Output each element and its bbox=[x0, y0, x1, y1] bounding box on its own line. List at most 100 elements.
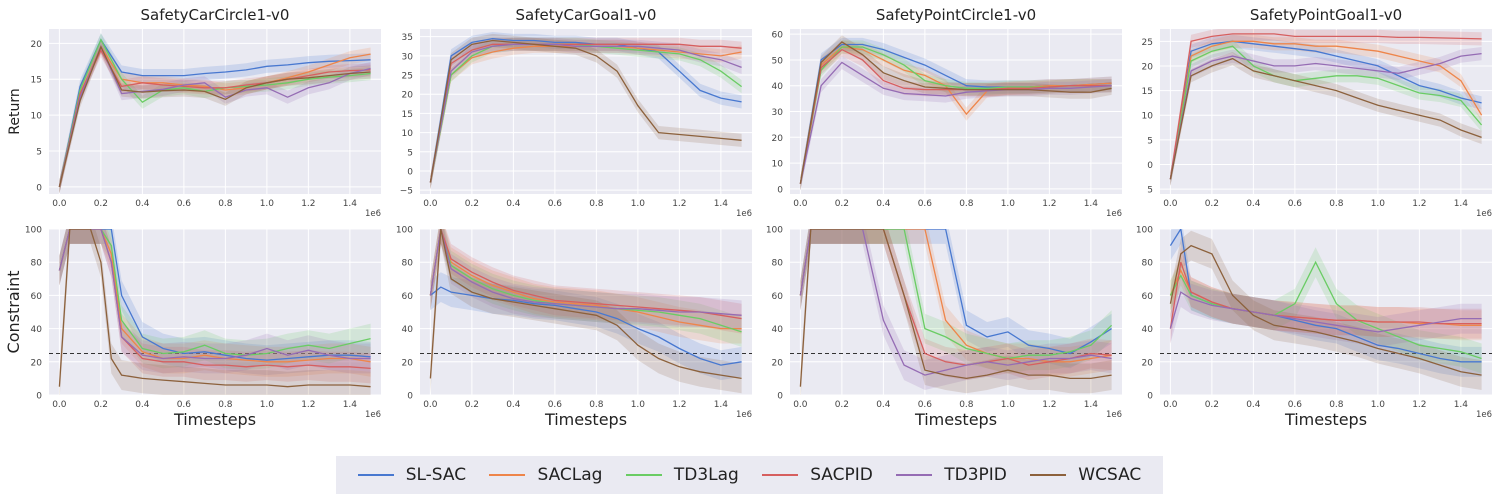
y-tick-label: 0 bbox=[407, 392, 413, 402]
x-tick-label: 0.0 bbox=[423, 400, 438, 410]
y-tick-label: 20 bbox=[772, 358, 784, 368]
y-tick-label: 20 bbox=[772, 134, 784, 144]
x-tick-label: 1.0 bbox=[260, 199, 275, 209]
panel-constraint-0: 0.0 0.2 0.4 0.6 0.8 1.0 1.2 1.4 0 20 40 60 80 100 1e6 C… bbox=[4, 226, 381, 429]
y-tick-label: 10 bbox=[772, 160, 784, 170]
x-tick-label: 1.4 bbox=[714, 400, 729, 410]
y-tick-label: 40 bbox=[772, 325, 784, 335]
legend-swatch-td3pid bbox=[896, 474, 933, 476]
y-tick-label: 15 bbox=[402, 110, 413, 120]
x-tick-label: 1.4 bbox=[714, 199, 729, 209]
y-tick-label: 100 bbox=[1136, 226, 1153, 236]
series-band-saclag bbox=[1170, 34, 1482, 186]
y-tick-label: 20 bbox=[31, 358, 43, 368]
y-tick-label: 20 bbox=[31, 40, 43, 50]
y-tick-label: 25 bbox=[1142, 38, 1153, 48]
series-line-saclag bbox=[429, 229, 742, 330]
x-tick-label: 1.2 bbox=[1042, 400, 1056, 410]
y-tick-label: 0 bbox=[407, 167, 413, 177]
x-tick-label: 0.0 bbox=[1163, 199, 1178, 209]
x-tick-label: 1.2 bbox=[672, 199, 686, 209]
y-tick-label: 0 bbox=[36, 183, 42, 193]
y-tick-label: 40 bbox=[1142, 325, 1154, 335]
series-band-td3pid bbox=[430, 37, 742, 190]
series-band-td3lag bbox=[59, 229, 371, 371]
series-band-td3lag bbox=[1170, 39, 1482, 186]
x-tick-label: 1.4 bbox=[343, 199, 358, 209]
y-tick-label: 60 bbox=[1142, 292, 1154, 302]
series-band-sacpid bbox=[430, 37, 742, 190]
x-tick-label: 0.2 bbox=[835, 400, 849, 410]
series-band-sacpid bbox=[800, 43, 1112, 191]
series-band-sacpid bbox=[1170, 29, 1482, 186]
x-tick-label: 0.8 bbox=[959, 400, 974, 410]
plot-background bbox=[1160, 29, 1492, 194]
series-band-saclag bbox=[1170, 255, 1482, 341]
y-tick-label: 30 bbox=[402, 52, 414, 62]
y-tick-label: 5 bbox=[1147, 136, 1153, 146]
x-tick-label: 0.6 bbox=[177, 199, 192, 209]
series-band-sl-sac bbox=[59, 33, 371, 194]
x-tick-label: 1.0 bbox=[631, 199, 646, 209]
x-tick-label: 0.2 bbox=[1205, 199, 1219, 209]
series-line-td3pid bbox=[799, 61, 1112, 184]
x-tick-label: 0.0 bbox=[52, 400, 67, 410]
legend-item-td3lag: TD3Lag bbox=[625, 465, 739, 485]
panel-constraint-2: 0.0 0.2 0.4 0.6 0.8 1.0 1.2 1.4 0 20 40 60 80 100 1e6 T… bbox=[766, 226, 1122, 429]
y-tick-label: 0 bbox=[1147, 161, 1153, 171]
y-tick-label: 80 bbox=[31, 259, 43, 269]
series-band-sacpid bbox=[800, 229, 1112, 381]
x-tick-label: 0.4 bbox=[506, 199, 521, 209]
series-band-sl-sac bbox=[59, 229, 371, 376]
x-tick-label: 0.6 bbox=[177, 400, 192, 410]
legend-label-td3pid: TD3PID bbox=[944, 465, 1007, 485]
series-line-sl-sac bbox=[429, 37, 742, 183]
x-tick-label: 0.4 bbox=[135, 400, 150, 410]
series-line-td3pid bbox=[429, 229, 742, 316]
y-tick-label: 5 bbox=[36, 147, 42, 157]
series-band-sacpid bbox=[1170, 247, 1482, 344]
y-axis-label: Constraint bbox=[4, 271, 23, 354]
series-line-sl-sac bbox=[58, 38, 371, 187]
x-tick-label: 0.4 bbox=[135, 199, 150, 209]
y-tick-label: 0 bbox=[777, 185, 783, 195]
series-line-wcsac bbox=[1169, 57, 1482, 180]
plot-background bbox=[49, 229, 381, 395]
y-axis-label: Return bbox=[7, 88, 23, 134]
series-line-td3pid bbox=[1169, 291, 1482, 333]
y-tick-label: 60 bbox=[772, 31, 784, 41]
series-line-td3pid bbox=[429, 43, 742, 183]
series-band-saclag bbox=[800, 229, 1112, 377]
series-line-td3pid bbox=[799, 229, 1112, 376]
x-tick-label: 1.2 bbox=[301, 400, 315, 410]
series-line-td3pid bbox=[58, 229, 371, 360]
y-tick-label: 40 bbox=[402, 325, 414, 335]
x-tick-label: 1.0 bbox=[260, 400, 275, 410]
series-line-wcsac bbox=[58, 45, 371, 187]
x-tick-label: 0.2 bbox=[465, 400, 479, 410]
y-tick-label: 0 bbox=[36, 392, 42, 402]
series-line-td3lag bbox=[1169, 45, 1483, 180]
x-tick-label: 0.6 bbox=[1288, 400, 1303, 410]
legend-label-sl-sac: SL-SAC bbox=[405, 465, 467, 485]
series-band-td3lag bbox=[1170, 247, 1482, 374]
y-tick-label: 25 bbox=[402, 72, 413, 82]
series-line-saclag bbox=[1169, 40, 1483, 180]
x-tick-label: 1.0 bbox=[1001, 199, 1016, 209]
series-band-sl-sac bbox=[430, 32, 742, 190]
series-line-td3pid bbox=[58, 45, 371, 187]
series-line-td3pid bbox=[1169, 52, 1482, 180]
x-axis-label: Timesteps bbox=[1284, 410, 1367, 429]
panel-return-1: 0.0 0.2 0.4 0.6 0.8 1.0 1.2 1.4 −5 0 5 10 15 20 25 30 35… bbox=[400, 6, 752, 219]
x-tick-label: 0.4 bbox=[876, 199, 891, 209]
series-line-sl-sac bbox=[799, 229, 1112, 355]
series-band-sl-sac bbox=[800, 37, 1112, 191]
y-tick-label: 10 bbox=[31, 112, 43, 122]
series-line-sacpid bbox=[429, 43, 742, 183]
x-tick-label: 0.0 bbox=[1163, 400, 1178, 410]
series-band-wcsac bbox=[800, 35, 1112, 191]
y-tick-label: 40 bbox=[772, 82, 784, 92]
y-tick-label: 80 bbox=[402, 259, 414, 269]
series-line-wcsac bbox=[799, 229, 1112, 387]
y-tick-label: 20 bbox=[1142, 62, 1154, 72]
